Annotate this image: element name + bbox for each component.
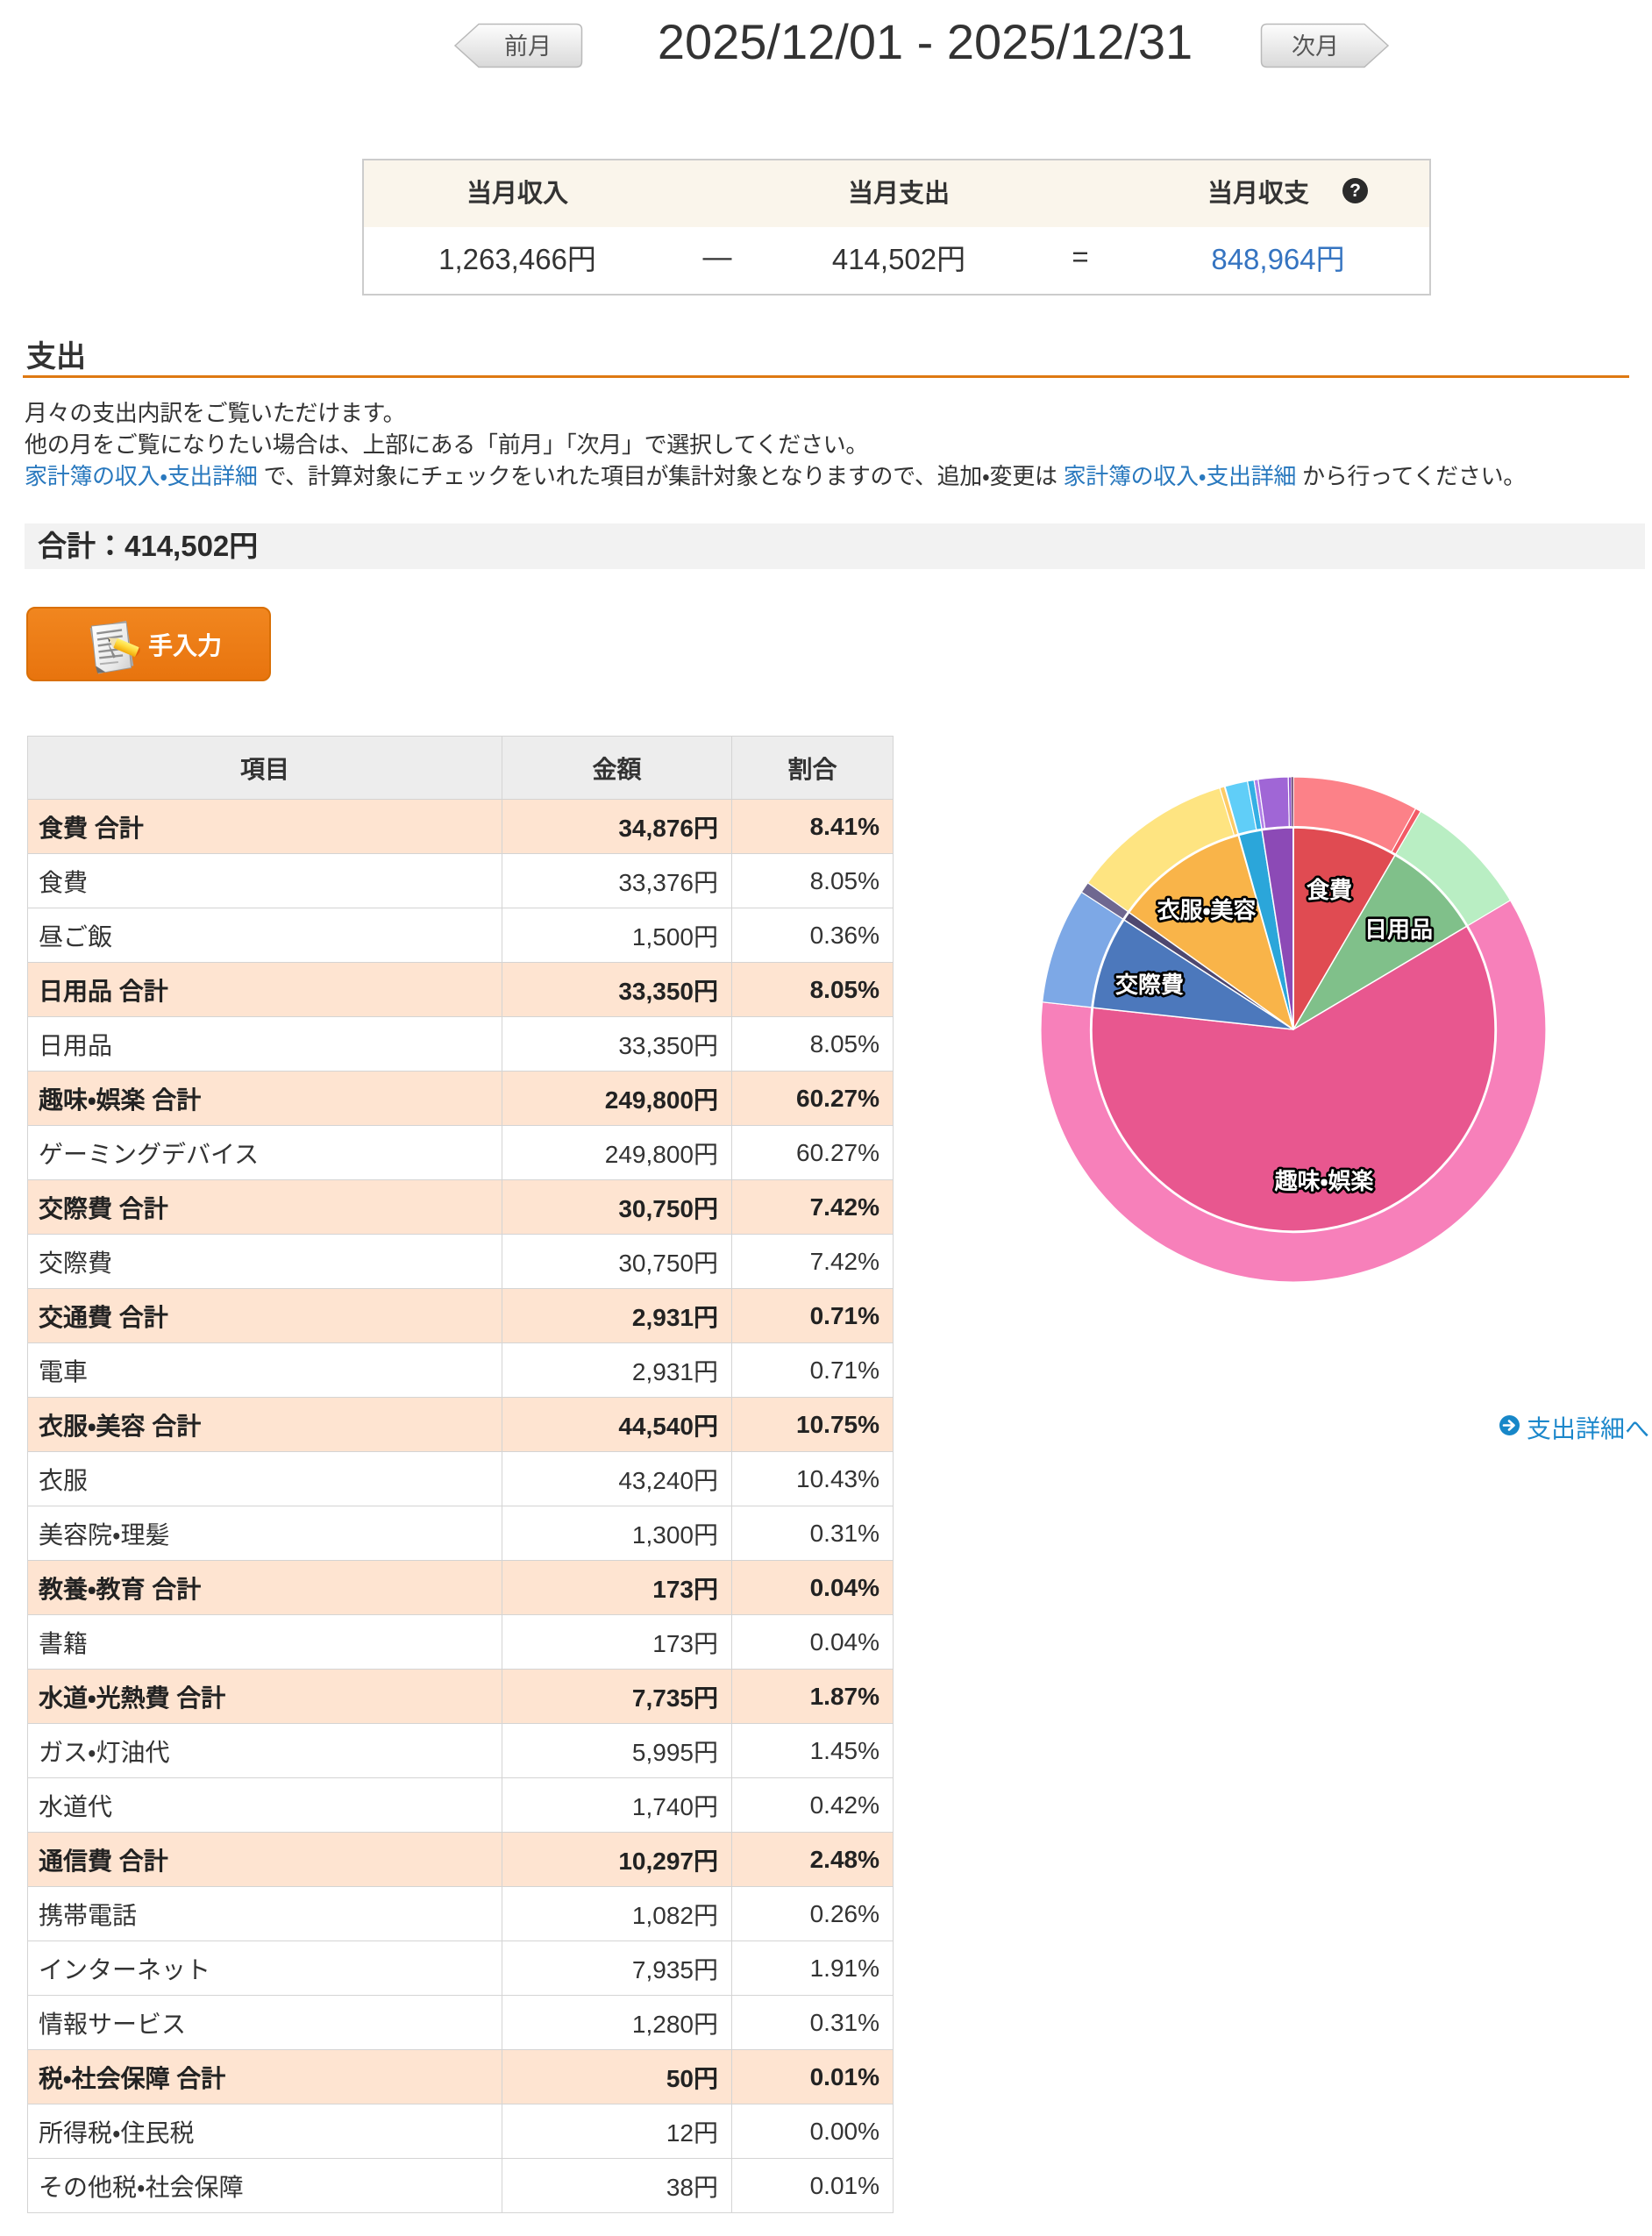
svg-text:日用品: 日用品 (1364, 916, 1433, 943)
svg-text:趣味・娯楽: 趣味・娯楽 (1274, 1168, 1375, 1194)
svg-text:食費: 食費 (1307, 877, 1352, 903)
svg-text:交際費: 交際費 (1115, 972, 1184, 998)
svg-text:次月: 次月 (1292, 33, 1339, 60)
svg-text:衣服・美容: 衣服・美容 (1157, 897, 1257, 923)
svg-text:前月: 前月 (504, 33, 552, 60)
